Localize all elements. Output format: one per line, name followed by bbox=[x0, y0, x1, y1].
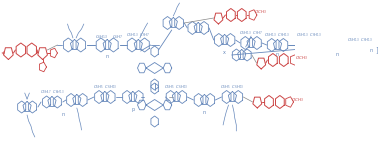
Text: n: n bbox=[369, 48, 372, 52]
Text: $C_6H_{13}$  $C_6H_7$: $C_6H_{13}$ $C_6H_7$ bbox=[126, 31, 150, 39]
Text: $OCH_3$: $OCH_3$ bbox=[254, 8, 267, 16]
Text: $C_6H_7$: $C_6H_7$ bbox=[112, 33, 123, 41]
Text: n: n bbox=[203, 110, 206, 114]
Text: $C_6H_{13}$  $C_6H_{13}$: $C_6H_{13}$ $C_6H_{13}$ bbox=[265, 31, 291, 39]
Text: $C_8H_{17}$  $C_6H_{13}$: $C_8H_{17}$ $C_6H_{13}$ bbox=[40, 88, 64, 96]
Text: $C_6H_{13}$  $C_6H_{13}$: $C_6H_{13}$ $C_6H_{13}$ bbox=[347, 36, 373, 44]
Text: $C_6H_5$  $C_6H_{13}$: $C_6H_5$ $C_6H_{13}$ bbox=[164, 83, 189, 91]
Text: $C_6H_5$  $C_6H_{13}$: $C_6H_5$ $C_6H_{13}$ bbox=[93, 83, 117, 91]
Text: n: n bbox=[105, 55, 109, 59]
Text: n: n bbox=[61, 111, 64, 117]
Text: $C_6H_5$  $C_6H_{13}$: $C_6H_5$ $C_6H_{13}$ bbox=[220, 83, 245, 91]
Text: ]: ] bbox=[376, 47, 378, 53]
Text: p: p bbox=[131, 107, 135, 111]
Text: $\ast$: $\ast$ bbox=[0, 49, 6, 57]
Text: x: x bbox=[223, 51, 226, 55]
Text: $C_6H_{13}$: $C_6H_{13}$ bbox=[95, 33, 108, 41]
Text: $OCH_3$: $OCH_3$ bbox=[291, 96, 304, 104]
Text: $C_6H_{13}$  $C_6H_{13}$: $C_6H_{13}$ $C_6H_{13}$ bbox=[296, 31, 322, 39]
Text: $OCH_3$: $OCH_3$ bbox=[295, 54, 308, 62]
Text: $C_6H_{13}$  $C_6H_7$: $C_6H_{13}$ $C_6H_7$ bbox=[239, 29, 263, 37]
Text: n: n bbox=[276, 52, 279, 58]
Text: n: n bbox=[335, 52, 338, 58]
